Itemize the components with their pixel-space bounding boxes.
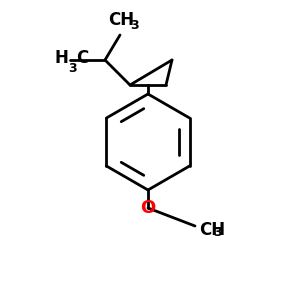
- Text: C: C: [76, 49, 88, 67]
- Text: 3: 3: [68, 62, 76, 75]
- Text: H: H: [54, 49, 68, 67]
- Text: 3: 3: [130, 19, 139, 32]
- Text: CH: CH: [199, 221, 225, 239]
- Text: 3: 3: [213, 226, 222, 239]
- Text: CH: CH: [108, 11, 134, 29]
- Text: O: O: [140, 199, 156, 217]
